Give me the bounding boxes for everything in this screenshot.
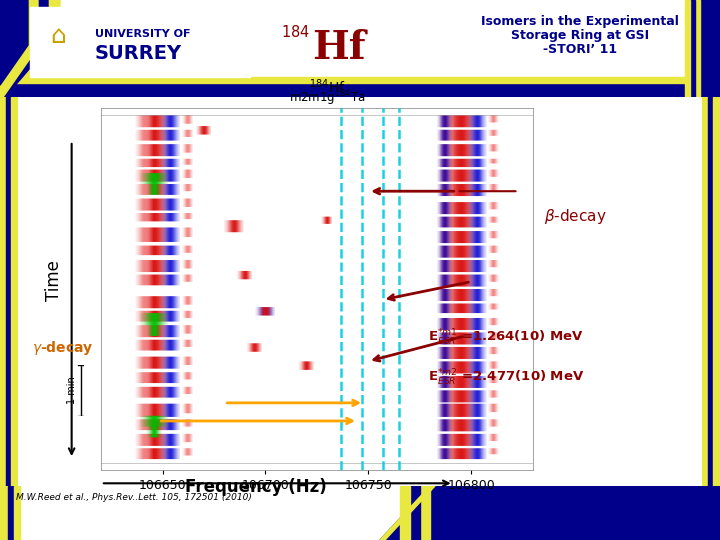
Text: 1 min: 1 min xyxy=(67,376,77,404)
Bar xyxy=(8,486,14,540)
Text: Frequency (Hz): Frequency (Hz) xyxy=(185,478,326,496)
Bar xyxy=(708,97,713,486)
Polygon shape xyxy=(0,0,28,85)
Text: $\gamma$-decay: $\gamma$-decay xyxy=(32,339,94,357)
Polygon shape xyxy=(0,0,60,97)
Text: Storage Ring at GSI: Storage Ring at GSI xyxy=(511,29,649,42)
Text: ⌂: ⌂ xyxy=(50,24,66,48)
Bar xyxy=(400,486,410,540)
Text: $^{184}$: $^{184}$ xyxy=(281,27,310,47)
Polygon shape xyxy=(400,486,720,540)
Polygon shape xyxy=(0,0,48,97)
Bar xyxy=(410,486,420,540)
Bar xyxy=(0,97,6,486)
Bar xyxy=(6,97,11,486)
Text: M.W.Reed et al., Phys.Rev..Lett. 105, 172501 (2010): M.W.Reed et al., Phys.Rev..Lett. 105, 17… xyxy=(16,494,252,502)
Bar xyxy=(11,97,18,486)
Bar xyxy=(685,0,690,97)
Text: E$^{*m2}_{ESR}$ =2.477(10) MeV: E$^{*m2}_{ESR}$ =2.477(10) MeV xyxy=(428,368,585,388)
Bar xyxy=(700,0,720,97)
Text: UNIVERSITY OF: UNIVERSITY OF xyxy=(95,29,191,39)
Text: SURREY: SURREY xyxy=(95,44,182,63)
Bar xyxy=(713,97,720,486)
Bar xyxy=(430,486,720,540)
Text: Isomers in the Experimental: Isomers in the Experimental xyxy=(481,15,679,28)
Bar xyxy=(0,77,720,83)
Bar xyxy=(702,97,708,486)
Text: $^{184}$Hf: $^{184}$Hf xyxy=(310,77,346,96)
Polygon shape xyxy=(0,0,38,97)
Text: E$^{*m1}_{ESR}$ =1.264(10) MeV: E$^{*m1}_{ESR}$ =1.264(10) MeV xyxy=(428,327,584,348)
Polygon shape xyxy=(380,486,430,540)
Bar xyxy=(695,0,700,97)
Bar xyxy=(0,486,8,540)
Text: Time: Time xyxy=(45,260,63,301)
Text: -STORI’ 11: -STORI’ 11 xyxy=(543,43,617,56)
Bar xyxy=(690,0,695,97)
Bar xyxy=(0,83,720,97)
Text: Hf: Hf xyxy=(312,29,366,67)
Text: $\beta$-decay: $\beta$-decay xyxy=(544,206,606,226)
Text: m2m1g$^{184}$Ta: m2m1g$^{184}$Ta xyxy=(289,89,366,108)
Bar xyxy=(30,7,250,77)
Bar xyxy=(420,486,430,540)
Bar xyxy=(14,486,20,540)
Polygon shape xyxy=(380,486,435,540)
